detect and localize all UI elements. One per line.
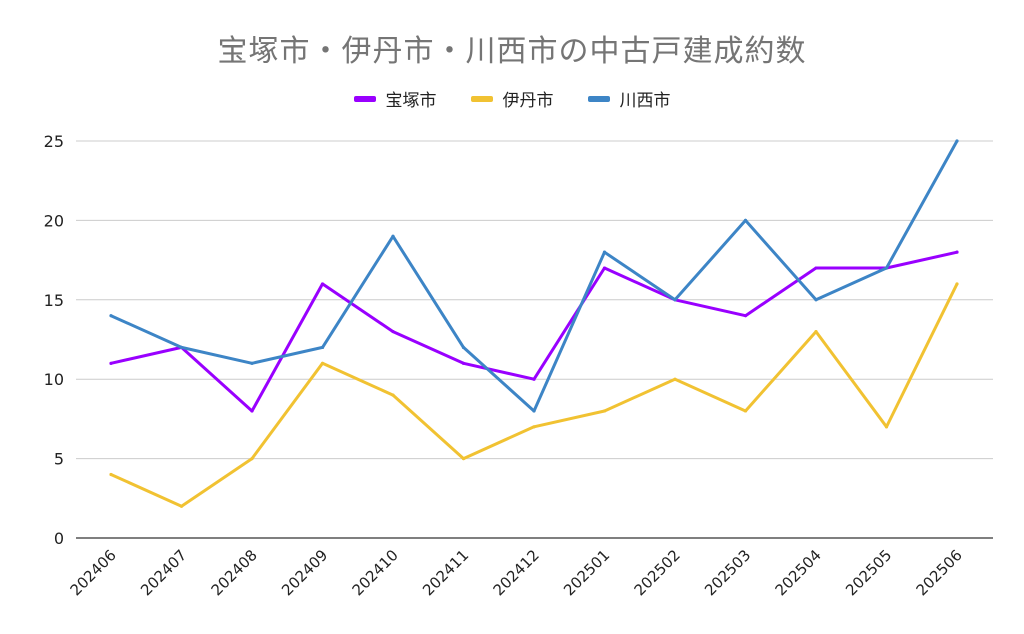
x-tick-label-8: 202502 bbox=[631, 546, 684, 599]
series-0-point-9 bbox=[743, 314, 748, 318]
x-tick-label-7: 202501 bbox=[560, 546, 613, 599]
x-tick-label-10: 202504 bbox=[772, 546, 825, 599]
legend-label-1: 伊丹市 bbox=[502, 91, 554, 111]
series-2-point-3 bbox=[320, 345, 325, 350]
x-tick-label-5: 202411 bbox=[419, 546, 472, 599]
series-line-2 bbox=[109, 139, 959, 413]
series-2-point-12 bbox=[955, 139, 959, 143]
series-1-point-12 bbox=[955, 282, 959, 286]
y-tick-label-2: 10 bbox=[44, 370, 64, 389]
series-0-point-6 bbox=[532, 377, 536, 381]
chart-title: 宝塚市・伊丹市・川西市の中古戸建成約数 bbox=[217, 34, 807, 69]
legend-label-0: 宝塚市 bbox=[385, 91, 437, 111]
series-2-point-1 bbox=[179, 345, 184, 350]
series-1-point-6 bbox=[532, 425, 536, 429]
series-0-point-0 bbox=[109, 361, 113, 365]
x-tick-label-2: 202408 bbox=[208, 546, 261, 599]
legend-swatch-2 bbox=[587, 95, 610, 102]
series-2-point-9 bbox=[743, 218, 748, 222]
series-2-point-10 bbox=[814, 298, 818, 302]
series-1-point-5 bbox=[461, 457, 466, 461]
x-tick-label-1: 202407 bbox=[137, 546, 190, 599]
series-2-point-4 bbox=[391, 234, 395, 238]
series-1-point-7 bbox=[602, 409, 607, 413]
series-2-point-8 bbox=[673, 298, 677, 302]
y-tick-label-0: 0 bbox=[54, 529, 64, 548]
series-0-point-10 bbox=[814, 266, 818, 270]
series-1-point-1 bbox=[179, 504, 184, 508]
series-2-point-2 bbox=[250, 361, 254, 365]
series-1-point-10 bbox=[814, 329, 818, 334]
series-2-point-0 bbox=[109, 314, 113, 318]
series-2-point-6 bbox=[532, 409, 536, 413]
y-tick-label-5: 25 bbox=[44, 132, 64, 151]
series-1-point-4 bbox=[391, 393, 395, 397]
series-0-point-5 bbox=[461, 361, 466, 365]
legend-swatch-0 bbox=[353, 95, 376, 102]
series-2-point-11 bbox=[884, 266, 889, 270]
legend: 宝塚市 伊丹市 川西市 bbox=[0, 86, 1024, 111]
series-0-point-12 bbox=[955, 250, 959, 254]
y-tick-label-3: 15 bbox=[44, 291, 64, 310]
legend-item-0: 宝塚市 bbox=[353, 86, 437, 111]
series-line-0 bbox=[109, 250, 959, 413]
series-1-point-9 bbox=[743, 409, 748, 413]
series-2-point-5 bbox=[461, 345, 466, 350]
series-1-point-3 bbox=[320, 361, 325, 365]
x-tick-label-6: 202412 bbox=[490, 546, 543, 599]
series-1-point-11 bbox=[884, 425, 889, 429]
series-0-point-7 bbox=[602, 266, 607, 270]
legend-label-2: 川西市 bbox=[619, 91, 671, 111]
x-tick-label-9: 202503 bbox=[701, 546, 754, 599]
series-1-point-0 bbox=[109, 472, 113, 477]
series-0-point-3 bbox=[320, 282, 325, 286]
y-tick-label-1: 5 bbox=[54, 450, 64, 469]
x-tick-label-4: 202410 bbox=[349, 546, 402, 599]
series-2-point-7 bbox=[602, 250, 607, 254]
x-tick-label-12: 202506 bbox=[913, 546, 966, 599]
legend-item-2: 川西市 bbox=[587, 86, 671, 111]
x-tick-label-3: 202409 bbox=[278, 546, 331, 599]
series-1-point-2 bbox=[250, 457, 254, 461]
y-tick-label-4: 20 bbox=[44, 211, 64, 230]
x-tick-label-11: 202505 bbox=[842, 546, 895, 599]
legend-item-1: 伊丹市 bbox=[470, 86, 554, 111]
series-1-point-8 bbox=[673, 377, 677, 381]
legend-swatch-1 bbox=[470, 95, 493, 102]
series-line-1 bbox=[109, 282, 959, 508]
x-tick-label-0: 202406 bbox=[67, 546, 120, 599]
series-0-point-4 bbox=[391, 329, 395, 334]
series-0-point-2 bbox=[250, 409, 254, 413]
